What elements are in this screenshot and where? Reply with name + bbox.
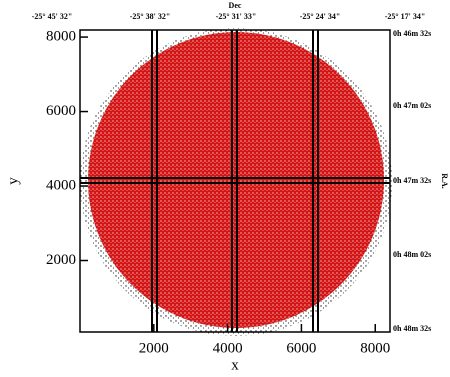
y-tick-label: 8000 bbox=[46, 29, 76, 45]
x-axis-title: x bbox=[231, 357, 239, 373]
right-tick-label: 0h 48m 02s bbox=[393, 250, 431, 259]
top-tick-label: -25° 31' 33" bbox=[216, 12, 257, 21]
x-tick-label: 2000 bbox=[139, 340, 169, 356]
right-tick-label: 0h 48m 32s bbox=[393, 324, 431, 333]
y-tick-label: 6000 bbox=[46, 103, 76, 119]
right-axis-title: R.A. bbox=[440, 173, 449, 189]
right-tick-label: 0h 47m 02s bbox=[393, 101, 431, 110]
right-tick-label: 0h 47m 32s bbox=[393, 176, 431, 185]
top-tick-label: -25° 17' 34" bbox=[385, 12, 426, 21]
top-axis-title: Dec bbox=[229, 1, 242, 10]
right-tick-label: 0h 46m 32s bbox=[393, 29, 431, 38]
y-tick-label: 4000 bbox=[46, 177, 76, 193]
field bbox=[80, 28, 392, 336]
x-tick-label: 4000 bbox=[213, 340, 243, 356]
y-axis-title: y bbox=[5, 177, 21, 185]
chip-gaps bbox=[80, 30, 390, 332]
y-tick-label: 2000 bbox=[46, 252, 76, 268]
top-tick-label: -25° 38' 32" bbox=[130, 12, 171, 21]
x-tick-label: 6000 bbox=[286, 340, 316, 356]
top-tick-label: -25° 24' 34" bbox=[300, 12, 341, 21]
x-tick-label: 8000 bbox=[360, 340, 390, 356]
plot-frame bbox=[79, 29, 391, 333]
top-tick-label: -25° 45' 32" bbox=[32, 12, 73, 21]
